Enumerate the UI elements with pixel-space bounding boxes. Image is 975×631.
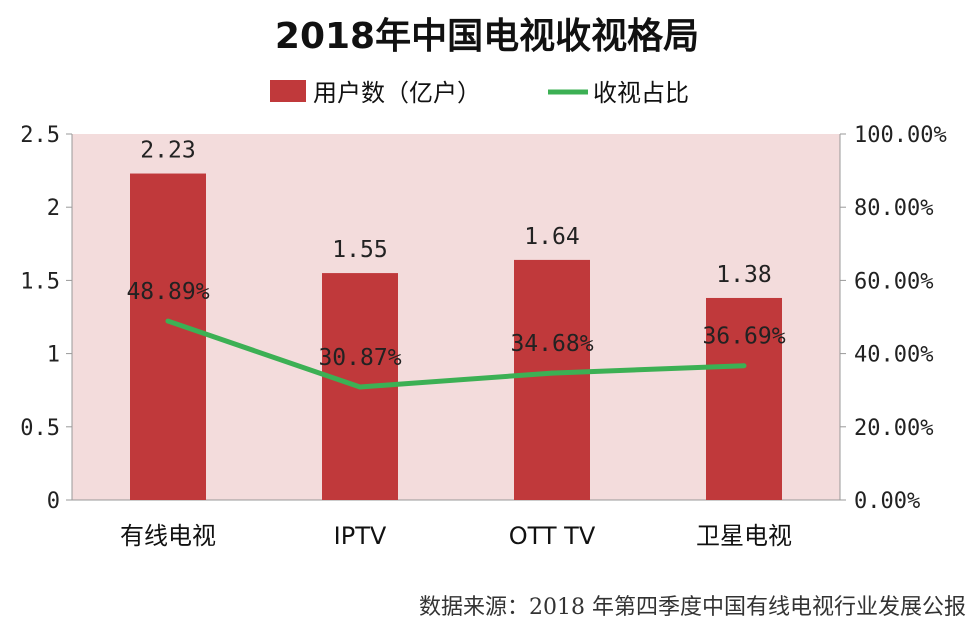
left-tick-label: 2	[47, 196, 60, 221]
legend-bar-label: 用户数（亿户）	[313, 79, 481, 107]
bar	[514, 259, 590, 500]
source-note: 数据来源：2018 年第四季度中国有线电视行业发展公报	[419, 595, 966, 620]
category-label: 卫星电视	[696, 522, 792, 550]
line-point	[165, 318, 171, 324]
bar-value-label: 1.38	[716, 262, 771, 288]
legend-bar-swatch	[270, 80, 306, 102]
line-series	[165, 318, 747, 390]
right-tick-label: 20.00%	[854, 416, 933, 441]
category-labels: 有线电视 IPTV OTT TV 卫星电视	[120, 522, 792, 550]
line-value-label: 30.87%	[318, 345, 401, 371]
line-value-label: 34.68%	[510, 331, 593, 357]
right-tick-label: 80.00%	[854, 196, 933, 221]
right-tick-label: 40.00%	[854, 343, 933, 368]
bar	[130, 173, 206, 500]
line-point	[549, 370, 555, 376]
line-labels: 48.89% 30.87% 34.68% 36.69%	[126, 279, 785, 371]
line-point	[741, 363, 747, 369]
category-label: OTT TV	[509, 522, 596, 550]
bar-labels: 2.23 1.55 1.64 1.38	[140, 138, 771, 288]
category-label: IPTV	[334, 522, 387, 550]
left-axis-ticks: 0 0.5 1 1.5 2 2.5	[20, 123, 72, 514]
right-tick-label: 0.00%	[854, 489, 920, 514]
line-value-label: 48.89%	[126, 279, 209, 305]
right-tick-label: 60.00%	[854, 269, 933, 294]
right-axis-ticks: 0.00% 20.00% 40.00% 60.00% 80.00% 100.00%	[840, 123, 947, 514]
left-tick-label: 0.5	[20, 416, 60, 441]
left-tick-label: 0	[47, 489, 60, 514]
line-point	[357, 384, 363, 390]
left-tick-label: 1.5	[20, 269, 60, 294]
category-label: 有线电视	[120, 522, 216, 550]
chart-title: 2018年中国电视收视格局	[275, 16, 699, 57]
bar-value-label: 1.55	[332, 237, 387, 263]
bar-value-label: 2.23	[140, 138, 195, 164]
bar	[706, 297, 782, 500]
left-tick-label: 1	[47, 343, 60, 368]
bar-value-label: 1.64	[524, 224, 579, 250]
line-value-label: 36.69%	[702, 324, 785, 350]
left-tick-label: 2.5	[20, 123, 60, 148]
legend-line-label: 收视占比	[593, 79, 689, 107]
line-path	[167, 318, 745, 390]
right-tick-label: 100.00%	[854, 123, 947, 148]
legend: 用户数（亿户） 收视占比	[270, 79, 689, 107]
